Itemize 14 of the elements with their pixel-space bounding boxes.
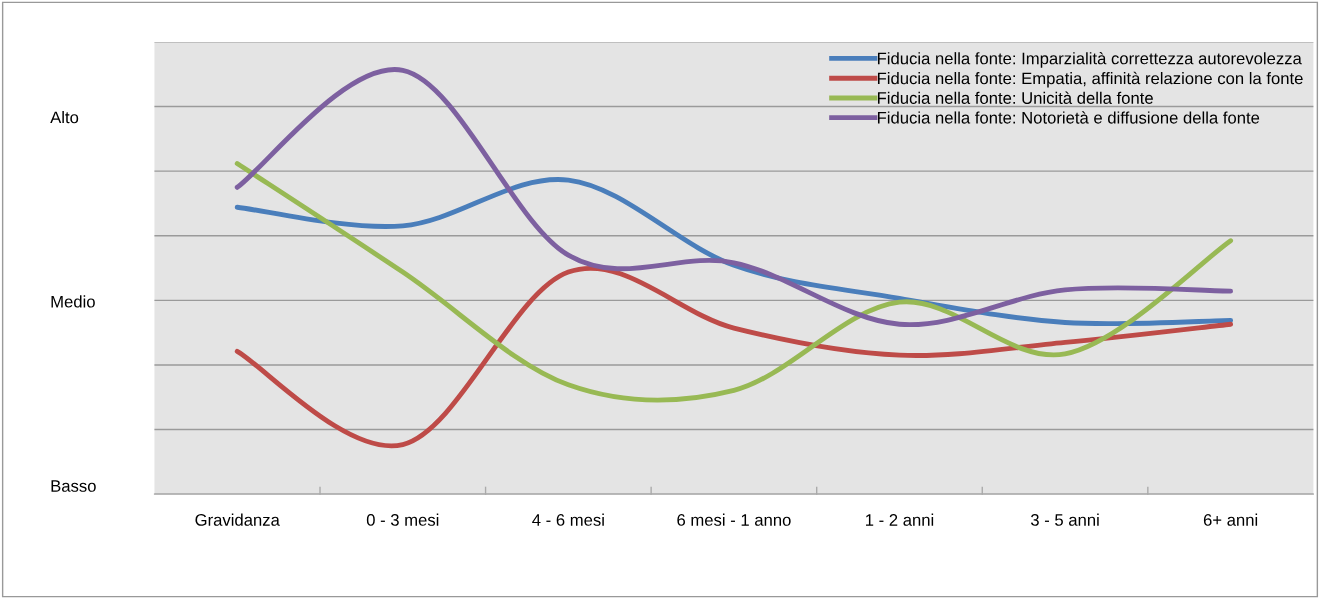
x-tick-label: 4 - 6 mesi: [532, 513, 604, 526]
text: Basso: [51, 480, 96, 492]
x-tick-label: 6 mesi - 1 anno: [677, 513, 791, 526]
legend-label: Fiducia nella fonte: Empatia, affinità relazione con la fonte: [877, 71, 1303, 88]
legend-label: Fiducia nella fonte: Unicità della fonte: [877, 91, 1153, 104]
x-tick-label: 0 - 3 mesi: [366, 513, 439, 526]
legend-label: Fiducia nella fonte: Notorietà e diffusione della fonte: [877, 111, 1260, 124]
x-tick-label: 1 - 2 anni: [866, 513, 934, 526]
text: Medio: [51, 295, 95, 308]
text: Alto: [50, 111, 79, 124]
x-tick-label: Gravidanza: [195, 513, 280, 526]
x-tick-label: 3 - 5 anni: [1030, 513, 1099, 526]
legend-label: Fiducia nella fonte: Imparzialità correttezza autorevolezza: [877, 51, 1302, 68]
x-tick-label: 6+ anni: [1203, 513, 1258, 526]
